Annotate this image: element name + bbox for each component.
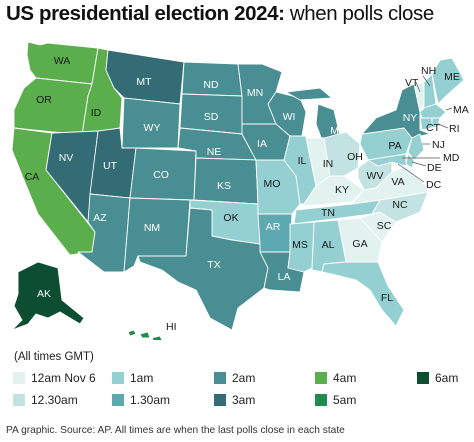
label-id: ID xyxy=(91,107,102,119)
state-md xyxy=(367,153,407,167)
legend-swatch-4am xyxy=(315,372,327,384)
state-ga xyxy=(337,217,383,263)
label-ga: GA xyxy=(352,238,367,250)
label-tn: TN xyxy=(321,207,335,219)
label-wy: WY xyxy=(144,122,161,134)
label-fl: FL xyxy=(381,292,393,304)
label-me: ME xyxy=(444,71,460,83)
label-vt: VT xyxy=(405,77,419,89)
label-nh: NH xyxy=(421,65,436,77)
label-dc: DC xyxy=(426,179,442,191)
label-ny: NY xyxy=(403,112,418,124)
label-oh: OH xyxy=(347,151,363,163)
legend-label-6am: 6am xyxy=(435,371,459,385)
state-wi xyxy=(267,91,307,137)
legend-swatch-12am xyxy=(13,372,25,384)
legend-swatch-3am xyxy=(214,394,226,406)
leader-nh xyxy=(422,75,431,87)
label-wv: WV xyxy=(367,170,384,182)
state-fl xyxy=(321,261,405,327)
label-al: AL xyxy=(322,239,335,251)
label-or: OR xyxy=(36,94,52,106)
label-mn: MN xyxy=(247,87,263,99)
leader-ma xyxy=(445,107,453,111)
state-ri xyxy=(431,117,441,129)
legend-swatch-6am xyxy=(417,372,429,384)
state-or xyxy=(13,77,93,136)
legend-label-4am: 4am xyxy=(333,371,357,385)
label-az: AZ xyxy=(93,212,107,224)
state-nj xyxy=(407,133,425,161)
legend-label-12am: 12am Nov 6 xyxy=(31,371,96,385)
legend-title: (All times GMT) xyxy=(14,351,94,363)
label-pa: PA xyxy=(388,140,401,152)
label-ky: KY xyxy=(335,184,349,196)
legend-label-5am: 5am xyxy=(333,393,357,407)
state-ar xyxy=(257,213,293,253)
legend-swatch-1am xyxy=(112,372,124,384)
label-ak: AK xyxy=(37,288,51,300)
label-md: MD xyxy=(443,152,460,164)
us-map: WA OR CA ID NV UT AZ MT WY CO NM ND SD N… xyxy=(11,41,469,340)
state-tx xyxy=(137,207,269,331)
map-title-light: when polls close xyxy=(289,2,434,25)
leader-de xyxy=(411,161,427,167)
label-ri: RI xyxy=(449,123,460,135)
label-ma: MA xyxy=(453,104,469,116)
state-hi xyxy=(127,329,171,340)
state-me xyxy=(431,57,465,105)
label-in: IN xyxy=(323,158,334,170)
label-ok: OK xyxy=(223,212,238,224)
label-mi: MI xyxy=(330,125,342,137)
label-sc: SC xyxy=(377,220,392,232)
label-mt: MT xyxy=(136,76,152,88)
label-nj: NJ xyxy=(432,139,445,151)
legend-label-130am: 1.30am xyxy=(130,393,171,407)
label-nc: NC xyxy=(392,199,408,211)
source-note: PA graphic. Source: AP. All times are wh… xyxy=(6,425,345,436)
state-ak xyxy=(11,261,85,331)
legend-label-2am: 2am xyxy=(232,371,256,385)
label-va: VA xyxy=(391,176,404,188)
legend-swatch-130am xyxy=(112,394,124,406)
legend-label-1am: 1am xyxy=(130,371,154,385)
leader-ri xyxy=(437,123,449,129)
label-wi: WI xyxy=(283,111,296,123)
legend-label-1230am: 12.30am xyxy=(31,393,78,407)
label-mo: MO xyxy=(264,178,281,190)
label-sd: SD xyxy=(204,111,219,123)
leader-vt xyxy=(415,81,421,93)
legend-swatch-2am xyxy=(214,372,226,384)
legend-label-3am: 3am xyxy=(232,393,256,407)
label-nm: NM xyxy=(144,222,160,234)
label-nv: NV xyxy=(59,152,74,164)
label-hi: HI xyxy=(166,321,177,333)
label-ct: CT xyxy=(426,122,441,134)
label-ar: AR xyxy=(266,221,281,233)
state-ky xyxy=(303,175,365,207)
label-ms: MS xyxy=(292,239,308,251)
label-de: DE xyxy=(427,162,442,174)
label-ca: CA xyxy=(25,171,40,183)
label-ut: UT xyxy=(103,160,118,172)
label-co: CO xyxy=(153,169,169,181)
label-la: LA xyxy=(278,271,291,283)
label-ne: NE xyxy=(207,146,222,158)
legend-swatch-5am xyxy=(315,394,327,406)
label-ks: KS xyxy=(217,180,231,192)
map-title: US presidential election 2024: when poll… xyxy=(6,2,434,26)
label-il: IL xyxy=(298,155,307,167)
label-wa: WA xyxy=(54,55,71,67)
label-nd: ND xyxy=(203,79,219,91)
leader-dc xyxy=(397,163,425,183)
map-title-bold: US presidential election 2024: xyxy=(6,2,285,25)
label-tx: TX xyxy=(207,259,220,271)
label-ia: IA xyxy=(257,138,267,150)
legend-swatch-1230am xyxy=(13,394,25,406)
